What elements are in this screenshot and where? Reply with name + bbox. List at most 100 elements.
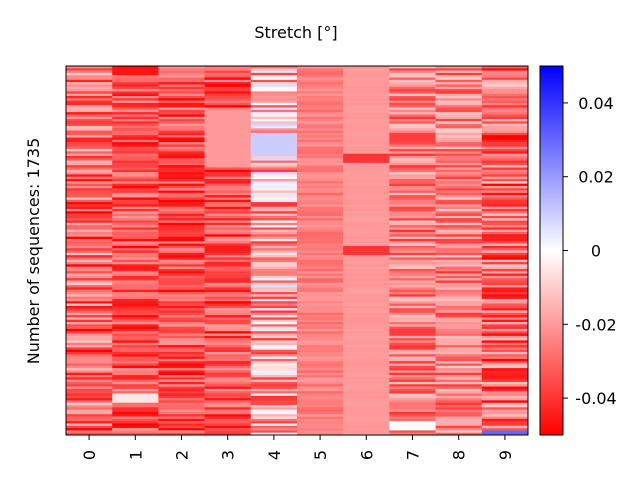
heatmap-cell [250,347,298,350]
heatmap-cell [481,213,529,217]
heatmap-cell [204,77,252,81]
heatmap-cell [112,181,159,184]
heatmap-cell [204,125,252,129]
heatmap-cell [66,303,113,307]
heatmap-cell [343,333,390,337]
heatmap-cell [435,333,483,337]
heatmap-cell [435,149,483,152]
heatmap-cell [435,321,483,325]
heatmap-cell [112,402,159,406]
heatmap-cell [158,149,205,152]
heatmap-cell [389,232,436,235]
heatmap-cell [343,202,390,205]
heatmap-cell [481,379,529,383]
heatmap-cell [297,317,344,320]
heatmap-cell [250,98,298,101]
heatmap-cell [343,82,390,85]
heatmap-cell [389,98,436,101]
heatmap-cell [297,167,344,171]
heatmap-cell [66,179,113,182]
heatmap-cell [481,324,529,327]
heatmap-cell [435,70,483,74]
heatmap-cell [204,195,252,198]
heatmap-cell [435,192,483,196]
heatmap-cell [435,391,483,394]
heatmap-cell [481,155,529,159]
heatmap-cell [481,312,529,316]
heatmap-cell [435,264,483,267]
heatmap-cell [204,425,252,429]
heatmap-cell [481,79,529,83]
heatmap-cell [250,236,298,240]
heatmap-cell [112,202,159,205]
heatmap-cell [204,347,252,350]
heatmap-cell [204,287,252,291]
heatmap-cell [204,372,252,376]
heatmap-cell [112,388,159,392]
heatmap-cell [481,252,529,256]
heatmap-cell [389,342,436,346]
heatmap-cell [204,338,252,341]
heatmap-cell [389,160,436,164]
heatmap-cell [204,326,252,330]
heatmap-cell [297,321,344,325]
heatmap-cell [112,206,159,210]
heatmap-cell [250,428,298,431]
heatmap-cell [435,206,483,210]
heatmap-cell [250,215,298,219]
heatmap-cell [250,356,298,360]
heatmap-cell [435,298,483,302]
heatmap-cell [66,174,113,177]
heatmap-cell [343,243,390,247]
heatmap-cell [343,340,390,344]
heatmap-cell [158,365,205,369]
heatmap-cell [297,356,344,360]
heatmap-cell [204,400,252,404]
heatmap-cell [250,130,298,134]
heatmap-cell [158,354,205,357]
heatmap-cell [66,229,113,233]
heatmap-cell [250,199,298,203]
heatmap-cell [343,151,390,154]
heatmap-cell [435,245,483,249]
heatmap-cell [343,271,390,274]
heatmap-cell [481,333,529,337]
heatmap-cell [158,119,205,122]
heatmap-cell [204,321,252,325]
heatmap-cell [158,109,205,113]
heatmap-cell [343,68,390,71]
heatmap-cell [297,172,344,175]
heatmap-cell [343,262,390,265]
heatmap-cell [435,211,483,214]
heatmap-cell [250,285,298,288]
heatmap-cell [158,165,205,168]
heatmap-cell [435,98,483,101]
heatmap-cell [481,241,529,244]
heatmap-cell [112,137,159,141]
heatmap-cell [343,70,390,74]
heatmap-cell [435,312,483,316]
heatmap-cell [158,335,205,339]
heatmap-cell [343,416,390,420]
heatmap-cell [343,206,390,210]
heatmap-cell [435,275,483,279]
heatmap-cell [158,215,205,219]
x-tick-label: 0 [80,450,99,460]
heatmap-cell [204,139,252,143]
heatmap-cell [435,181,483,184]
heatmap-cell [481,130,529,134]
heatmap-cell [343,365,390,369]
heatmap-cell [66,365,113,369]
heatmap-cell [158,294,205,297]
heatmap-cell [297,229,344,233]
heatmap-cell [250,326,298,330]
heatmap-cell [343,162,390,166]
heatmap-cell [66,77,113,81]
heatmap-cell [389,388,436,392]
heatmap-cell [66,414,113,417]
heatmap-cell [66,153,113,157]
heatmap-cell [481,192,529,196]
heatmap-cell [297,411,344,415]
heatmap-cell [250,351,298,355]
heatmap-cell [250,192,298,196]
